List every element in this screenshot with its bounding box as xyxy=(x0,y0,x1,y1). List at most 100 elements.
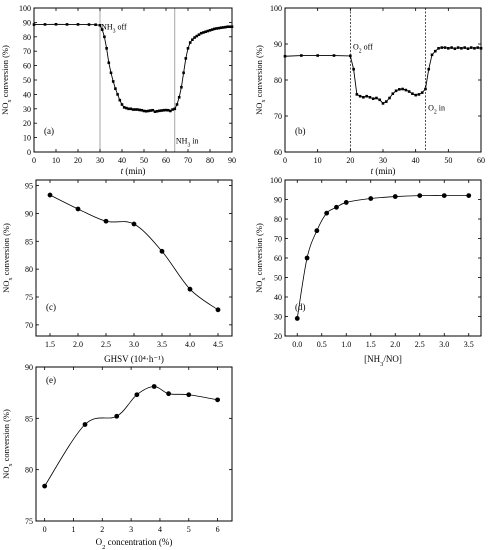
x-tick-label: 90 xyxy=(228,156,236,165)
y-tick-label: 50 xyxy=(274,274,282,283)
data-point xyxy=(133,108,137,111)
x-tick-label: 20 xyxy=(74,156,82,165)
data-point xyxy=(127,107,130,111)
x-tick-label: 6 xyxy=(216,525,220,534)
data-point xyxy=(191,38,194,41)
data-point xyxy=(401,87,404,91)
data-point xyxy=(420,91,424,94)
data-point xyxy=(199,31,203,35)
data-point xyxy=(411,92,414,95)
data-point xyxy=(138,108,141,112)
annotation: O2 off xyxy=(353,42,373,54)
data-point xyxy=(441,193,447,199)
data-point xyxy=(149,109,152,112)
y-tick-label: 100 xyxy=(270,176,282,185)
x-tick-label: 80 xyxy=(206,156,214,165)
data-point xyxy=(98,23,102,27)
data-point xyxy=(417,193,423,199)
data-point xyxy=(114,413,120,419)
data-point xyxy=(219,26,223,30)
data-point xyxy=(151,108,155,112)
data-point xyxy=(162,108,166,112)
data-point xyxy=(107,61,111,65)
data-point xyxy=(166,108,170,112)
data-point xyxy=(105,47,108,50)
x-tick-label: 3.5 xyxy=(464,340,474,349)
data-point xyxy=(453,47,457,50)
data-point xyxy=(368,196,374,201)
data-point xyxy=(332,54,336,57)
data-point xyxy=(215,397,220,403)
x-tick-label: 0 xyxy=(43,525,47,534)
data-point xyxy=(144,109,148,113)
data-point xyxy=(469,46,473,49)
panel-label: (b) xyxy=(295,126,306,136)
data-point xyxy=(391,92,395,95)
x-axis-label: t (min) xyxy=(371,166,396,176)
data-point xyxy=(460,47,463,50)
y-tick-label: 80 xyxy=(25,265,33,274)
y-tick-label: 85 xyxy=(25,237,33,246)
y-tick-label: 95 xyxy=(25,182,33,191)
y-tick-label: 70 xyxy=(25,321,33,330)
annotation: O2 in xyxy=(428,104,445,116)
data-point xyxy=(463,46,466,49)
y-tick-label: 20 xyxy=(23,119,31,128)
data-point xyxy=(151,384,157,389)
x-axis-label: [NH3/NO] xyxy=(364,354,402,368)
plot-frame xyxy=(35,366,233,522)
data-point xyxy=(215,307,221,313)
panel-label: (a) xyxy=(44,126,54,136)
data-point xyxy=(160,109,163,112)
data-point xyxy=(184,57,188,60)
data-point xyxy=(466,193,472,199)
data-point xyxy=(479,47,483,50)
data-point xyxy=(114,87,117,90)
x-tick-label: 10 xyxy=(314,156,322,165)
data-point xyxy=(334,204,339,210)
data-point xyxy=(131,108,135,111)
y-tick-label: 90 xyxy=(274,40,282,49)
y-tick-label: 90 xyxy=(23,18,31,27)
x-tick-label: 2 xyxy=(100,525,104,534)
y-tick-label: 40 xyxy=(23,90,31,99)
data-point xyxy=(394,89,398,93)
data-point xyxy=(417,93,421,96)
data-point xyxy=(186,47,190,50)
data-point xyxy=(100,28,104,31)
data-point xyxy=(427,67,431,71)
data-point xyxy=(314,228,320,234)
y-tick-label: 30 xyxy=(23,105,31,114)
data-point xyxy=(316,54,319,57)
series-line xyxy=(284,47,482,104)
y-tick-label: 90 xyxy=(274,196,282,205)
data-point xyxy=(142,109,146,113)
data-point xyxy=(392,194,398,199)
data-point xyxy=(197,33,201,36)
panel-b: 0 10 20 30 40 50 60 60 70 80 90 100 t (min) NOx conve… xyxy=(254,4,485,176)
data-point xyxy=(388,96,391,100)
data-point xyxy=(208,29,212,32)
data-point xyxy=(87,23,91,26)
data-point xyxy=(188,41,192,44)
data-point xyxy=(213,27,216,31)
y-tick-label: 80 xyxy=(274,76,282,85)
y-tick-label: 75 xyxy=(25,293,33,302)
x-tick-label: 1 xyxy=(71,525,75,534)
data-point xyxy=(202,31,205,34)
y-tick-label: 50 xyxy=(23,76,31,85)
x-axis-label: GHSV (10⁴·h⁻¹) xyxy=(104,354,164,364)
data-point xyxy=(186,392,192,398)
data-point xyxy=(473,47,476,50)
x-tick-label: 60 xyxy=(477,156,485,165)
x-axis-label: O2 concentration (%) xyxy=(96,537,173,550)
y-tick-label: 40 xyxy=(274,293,282,302)
annotation: NH3 off xyxy=(101,23,127,35)
plot-frame xyxy=(35,179,233,337)
x-tick-label: 5 xyxy=(187,525,191,534)
data-point xyxy=(476,46,480,49)
y-axis-label: NOx conversion (%) xyxy=(0,45,13,115)
data-point xyxy=(304,255,310,261)
data-point xyxy=(111,80,115,83)
